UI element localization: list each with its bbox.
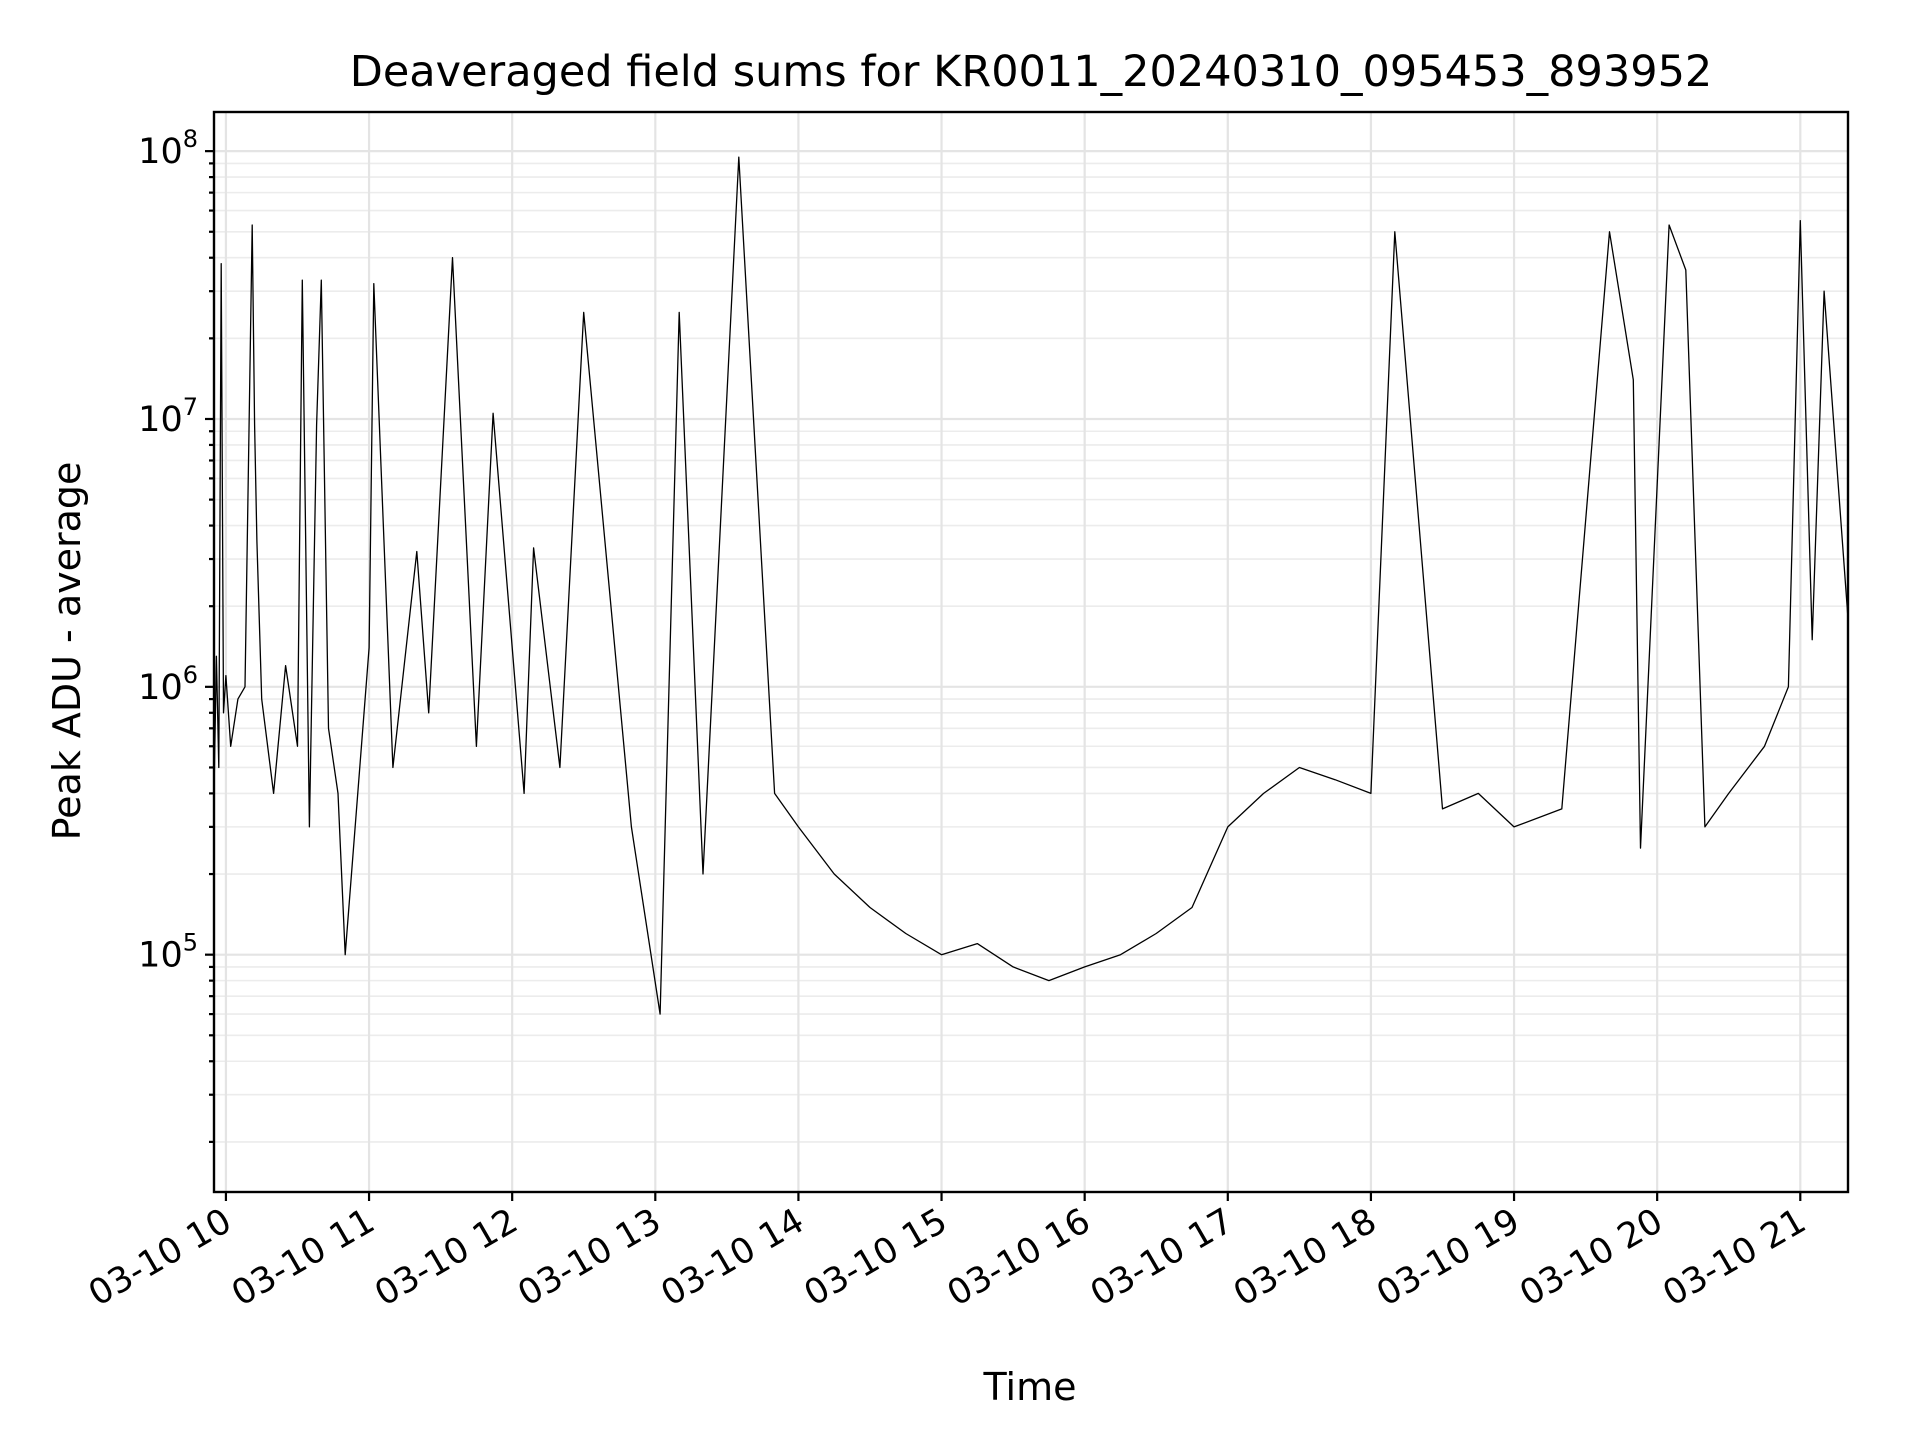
x-tick-label: 03-10 17 (1084, 1201, 1240, 1314)
grid (214, 112, 1848, 1192)
y-tick-label: 108 (138, 125, 198, 172)
x-tick-label: 03-10 16 (941, 1201, 1097, 1314)
chart-title: Deaveraged field sums for KR0011_2024031… (350, 47, 1713, 97)
y-tick-label: 106 (138, 661, 198, 708)
y-axis-label: Peak ADU - average (45, 462, 89, 841)
x-tick-label: 03-10 10 (82, 1201, 238, 1314)
x-tick-label: 03-10 14 (655, 1201, 811, 1314)
x-tick-label: 03-10 15 (798, 1201, 954, 1314)
x-tick-label: 03-10 11 (225, 1201, 381, 1314)
x-tick-label: 03-10 13 (512, 1201, 668, 1314)
x-axis-label: Time (983, 1365, 1077, 1409)
x-tick-label: 03-10 21 (1657, 1201, 1813, 1314)
x-tick-label: 03-10 18 (1227, 1201, 1383, 1314)
plot-area (213, 156, 1849, 1015)
series-line (213, 156, 1849, 1015)
x-tick-label: 03-10 19 (1370, 1201, 1526, 1314)
x-tick-label: 03-10 20 (1513, 1201, 1669, 1314)
y-tick-label: 107 (138, 393, 198, 440)
x-tick-label: 03-10 12 (368, 1201, 524, 1314)
y-tick-label: 105 (138, 929, 198, 976)
axes-frame (212, 110, 1850, 1194)
